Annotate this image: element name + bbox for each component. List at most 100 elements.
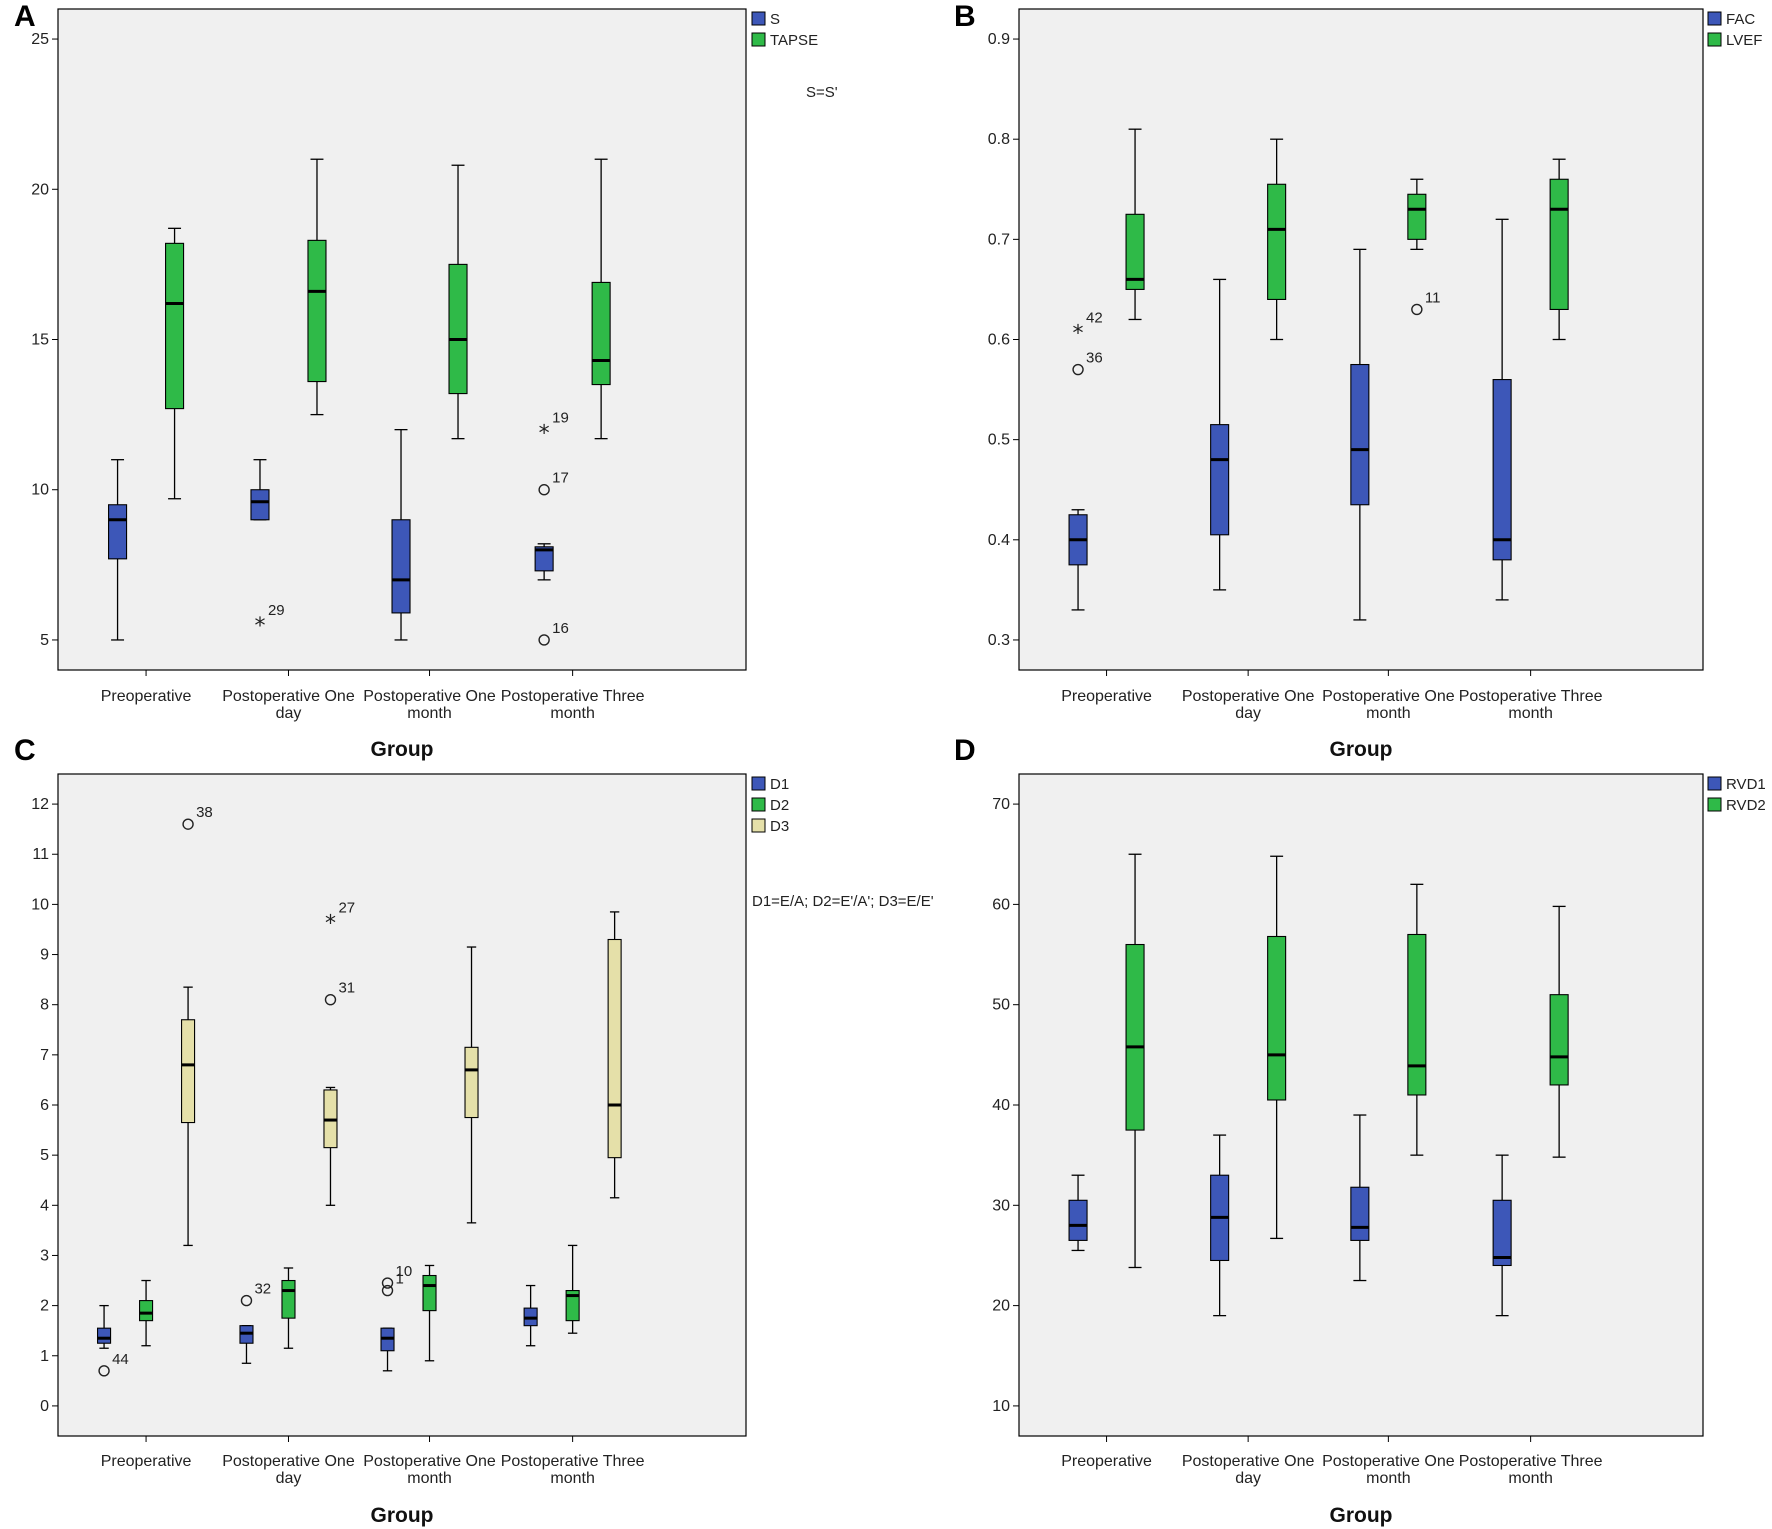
x-axis-label: Group xyxy=(1330,1504,1393,1527)
outlier-label: 16 xyxy=(552,620,569,637)
y-tick-label: 11 xyxy=(32,846,49,863)
iqr-box xyxy=(1267,935,1287,1101)
legend-swatch xyxy=(1707,776,1722,791)
y-tick-label: 60 xyxy=(992,896,1010,913)
box-tapse-4 xyxy=(591,158,611,440)
category-label: day xyxy=(1235,1470,1261,1487)
iqr-box xyxy=(448,263,468,395)
box-s-3 xyxy=(391,428,411,641)
iqr-box xyxy=(1407,193,1427,240)
outlier-label: 36 xyxy=(1086,350,1103,367)
y-tick-label: 50 xyxy=(992,997,1010,1014)
category-label: Postoperative One xyxy=(363,688,496,705)
y-tick-label: 1 xyxy=(40,1348,49,1365)
category-label: month xyxy=(1366,1470,1410,1487)
legend-label: D1 xyxy=(770,776,789,793)
y-tick-label: 10 xyxy=(992,1398,1010,1415)
category-label: Postoperative One xyxy=(222,688,355,705)
box-d1-4 xyxy=(523,1284,538,1347)
y-tick-label: 0 xyxy=(40,1398,49,1415)
iqr-box xyxy=(391,519,411,614)
category-label: month xyxy=(550,1470,594,1487)
box-tapse-2 xyxy=(307,158,327,416)
y-tick-label: 2 xyxy=(40,1298,49,1315)
y-tick-label: 7 xyxy=(40,1047,49,1064)
category-label: Postoperative One xyxy=(1322,1453,1455,1470)
iqr-box xyxy=(281,1279,296,1319)
iqr-box xyxy=(1549,178,1569,311)
y-tick-label: 0.9 xyxy=(988,31,1010,48)
iqr-box xyxy=(1350,1186,1370,1241)
iqr-box xyxy=(1068,1199,1088,1241)
y-tick-label: 0.7 xyxy=(988,231,1010,248)
iqr-box xyxy=(565,1290,580,1322)
iqr-box xyxy=(1407,933,1427,1096)
y-tick-label: 8 xyxy=(40,997,49,1014)
box-d2-1 xyxy=(139,1279,154,1347)
box-d2-4 xyxy=(565,1244,580,1334)
iqr-box xyxy=(607,938,622,1159)
y-tick-label: 10 xyxy=(31,896,49,913)
outlier-label: 19 xyxy=(552,410,569,427)
box-s-4: *19 17 16 xyxy=(534,410,569,646)
y-tick-label: 25 xyxy=(31,31,49,48)
outlier-star: * xyxy=(1073,321,1084,346)
outlier-star: * xyxy=(325,911,336,936)
y-tick-label: 0.6 xyxy=(988,332,1010,349)
legend-label: FAC xyxy=(1726,11,1755,28)
legend-label: RVD1 xyxy=(1726,776,1766,793)
outlier-label: 10 xyxy=(396,1263,413,1280)
category-label: Preoperative xyxy=(1061,688,1152,705)
x-axis-label: Group xyxy=(371,1504,434,1527)
outlier-circle xyxy=(182,818,194,830)
outlier-label: 1 xyxy=(396,1271,404,1288)
category-label: month xyxy=(1508,705,1552,722)
outlier-label: 44 xyxy=(112,1351,129,1368)
category-label: month xyxy=(1366,705,1410,722)
box-lvef-2 xyxy=(1267,138,1287,341)
legend-swatch xyxy=(1707,32,1722,47)
category-label: Postoperative Three xyxy=(501,688,645,705)
box-tapse-3 xyxy=(448,164,468,440)
box-d3-3 xyxy=(464,946,479,1224)
iqr-box xyxy=(307,239,327,383)
category-label: Postoperative One xyxy=(1182,1453,1315,1470)
outlier-star: * xyxy=(539,422,550,447)
iqr-box xyxy=(1492,1199,1512,1267)
outlier-circle xyxy=(98,1365,110,1377)
category-label: day xyxy=(276,705,302,722)
legend-swatch xyxy=(751,797,766,812)
legend-label: TAPSE xyxy=(770,32,818,49)
y-tick-label: 3 xyxy=(40,1247,49,1264)
iqr-box xyxy=(1492,379,1512,561)
legend-label: RVD2 xyxy=(1726,797,1766,814)
box-rvd2-4 xyxy=(1549,905,1569,1158)
y-tick-label: 15 xyxy=(31,332,49,349)
panel-letter: B xyxy=(954,0,976,33)
category-label: month xyxy=(550,705,594,722)
outlier-circle xyxy=(324,993,337,1006)
legend: D1 D2 D3 xyxy=(751,776,789,835)
category-label: Postoperative Three xyxy=(1459,1453,1603,1470)
outlier-label: 31 xyxy=(338,980,355,997)
iqr-box xyxy=(165,242,185,410)
box-rvd1-2 xyxy=(1210,1134,1230,1317)
box-lvef-3: 11 xyxy=(1407,178,1441,316)
y-tick-label: 0.4 xyxy=(988,532,1010,549)
iqr-box xyxy=(1549,994,1569,1086)
iqr-box xyxy=(422,1274,437,1312)
y-tick-label: 20 xyxy=(992,1298,1010,1315)
legend-label: S xyxy=(770,11,780,28)
x-axis-label: Group xyxy=(1330,738,1393,761)
legend-swatch xyxy=(1707,11,1722,26)
y-tick-label: 5 xyxy=(40,1147,49,1164)
category-label: month xyxy=(407,1470,451,1487)
iqr-box xyxy=(139,1300,154,1322)
y-tick-label: 40 xyxy=(992,1097,1010,1114)
legend-label: LVEF xyxy=(1726,32,1762,49)
category-label: Postoperative One xyxy=(1182,688,1315,705)
outlier-label: 11 xyxy=(1425,289,1441,306)
y-tick-label: 5 xyxy=(40,632,49,649)
outlier-label: 29 xyxy=(268,602,285,619)
